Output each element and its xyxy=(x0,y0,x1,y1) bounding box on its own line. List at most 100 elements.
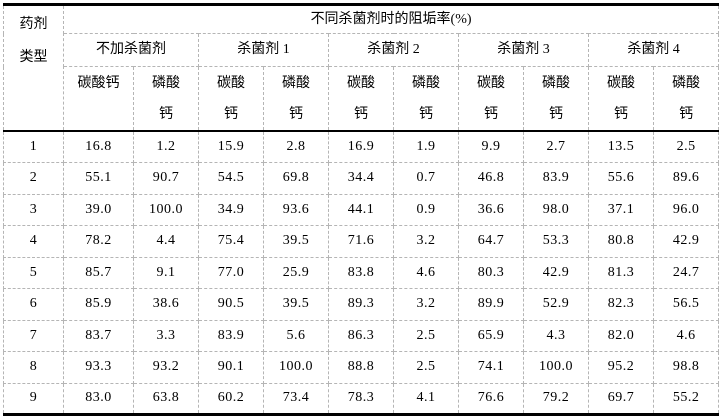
table-cell: 42.9 xyxy=(652,225,720,258)
table-cell: 95.2 xyxy=(588,351,654,384)
table-row: 8 93.3 93.2 90.1 100.0 88.8 2.5 74.1 100.0 95.2 98… xyxy=(3,351,720,384)
sub-header-calcium-phosphate: 磷酸 钙 xyxy=(523,66,589,132)
table-cell: 9.1 xyxy=(133,256,199,289)
table-cell: 96.0 xyxy=(652,193,720,226)
table-cell: 9.9 xyxy=(458,130,524,163)
table-cell: 75.4 xyxy=(198,225,264,258)
table-cell: 93.3 xyxy=(63,351,134,384)
header-row-main: 药剂 类型 不同杀菌剂时的阻垢率(%) xyxy=(3,3,720,132)
group-header-bactericide-3: 杀菌剂 3 xyxy=(458,33,589,67)
table-cell: 56.5 xyxy=(652,288,720,321)
table-cell: 4.1 xyxy=(393,382,459,416)
table-cell: 78.3 xyxy=(328,382,394,416)
table-cell: 77.0 xyxy=(198,256,264,289)
table-cell: 34.4 xyxy=(328,162,394,195)
row-label: 3 xyxy=(3,193,64,226)
table-cell: 80.3 xyxy=(458,256,524,289)
table-cell: 85.9 xyxy=(63,288,134,321)
table-cell: 73.4 xyxy=(263,382,329,416)
table-row: 1 16.8 1.2 15.9 2.8 16.9 1.9 9.9 2.7 13.5 2.5 xyxy=(3,130,720,163)
table-cell: 93.2 xyxy=(133,351,199,384)
table-cell: 0.9 xyxy=(393,193,459,226)
table-row: 7 83.7 3.3 83.9 5.6 86.3 2.5 65.9 4.3 82.0 4.6 xyxy=(3,319,720,352)
row-label: 5 xyxy=(3,256,64,289)
table-cell: 13.5 xyxy=(588,130,654,163)
table-cell: 37.1 xyxy=(588,193,654,226)
table-cell: 76.6 xyxy=(458,382,524,416)
table-cell: 82.3 xyxy=(588,288,654,321)
table-cell: 16.8 xyxy=(63,130,134,163)
table-cell: 82.0 xyxy=(588,319,654,352)
table-cell: 100.0 xyxy=(133,193,199,226)
table-cell: 2.7 xyxy=(523,130,589,163)
table-cell: 81.3 xyxy=(588,256,654,289)
table-cell: 2.5 xyxy=(652,130,720,163)
table-cell: 89.3 xyxy=(328,288,394,321)
table-cell: 53.3 xyxy=(523,225,589,258)
table-cell: 90.1 xyxy=(198,351,264,384)
table-cell: 4.6 xyxy=(393,256,459,289)
table-cell: 0.7 xyxy=(393,162,459,195)
table-cell: 38.6 xyxy=(133,288,199,321)
sub-header-calcium-phosphate: 磷酸 钙 xyxy=(133,66,199,132)
table-cell: 39.5 xyxy=(263,225,329,258)
table-cell: 83.7 xyxy=(63,319,134,352)
row-label: 6 xyxy=(3,288,64,321)
table-cell: 100.0 xyxy=(263,351,329,384)
table-cell: 44.1 xyxy=(328,193,394,226)
table-cell: 69.7 xyxy=(588,382,654,416)
table-cell: 52.9 xyxy=(523,288,589,321)
sub-header-calcium-carbonate: 碳酸钙 xyxy=(63,66,134,132)
table-cell: 1.9 xyxy=(393,130,459,163)
group-header-bactericide-4: 杀菌剂 4 xyxy=(587,33,720,67)
group-header-bactericide-1: 杀菌剂 1 xyxy=(198,33,329,67)
table-cell: 42.9 xyxy=(523,256,589,289)
table-body: 1 16.8 1.2 15.9 2.8 16.9 1.9 9.9 2.7 13.5 2.5 2 55.1… xyxy=(3,130,720,416)
table-cell: 69.8 xyxy=(263,162,329,195)
table-cell: 83.9 xyxy=(523,162,589,195)
row-label: 7 xyxy=(3,319,64,352)
row-label: 9 xyxy=(3,382,64,416)
table-cell: 65.9 xyxy=(458,319,524,352)
group-header-bactericide-2: 杀菌剂 2 xyxy=(328,33,459,67)
table-cell: 15.9 xyxy=(198,130,264,163)
table-cell: 86.3 xyxy=(328,319,394,352)
sub-header-calcium-carbonate: 碳酸 钙 xyxy=(588,66,654,132)
table-cell: 74.1 xyxy=(458,351,524,384)
table-row: 3 39.0 100.0 34.9 93.6 44.1 0.9 36.6 98.0 37.1 96.… xyxy=(3,193,720,226)
table-cell: 2.8 xyxy=(263,130,329,163)
sub-header-calcium-carbonate: 碳酸 钙 xyxy=(458,66,524,132)
table-cell: 93.6 xyxy=(263,193,329,226)
table-cell: 54.5 xyxy=(198,162,264,195)
table-cell: 4.3 xyxy=(523,319,589,352)
table-cell: 36.6 xyxy=(458,193,524,226)
row-label: 1 xyxy=(3,130,64,163)
sub-header-calcium-phosphate: 磷酸 钙 xyxy=(393,66,459,132)
table-cell: 83.9 xyxy=(198,319,264,352)
corner-header-agent-type: 药剂 类型 xyxy=(3,3,64,132)
table-row: 5 85.7 9.1 77.0 25.9 83.8 4.6 80.3 42.9 81.3 24.7 xyxy=(3,256,720,289)
table-cell: 71.6 xyxy=(328,225,394,258)
table-cell: 34.9 xyxy=(198,193,264,226)
table-cell: 55.2 xyxy=(652,382,720,416)
table-cell: 78.2 xyxy=(63,225,134,258)
main-header-inhibition-rate: 不同杀菌剂时的阻垢率(%) xyxy=(62,3,720,34)
table-cell: 4.6 xyxy=(652,319,720,352)
table-row: 4 78.2 4.4 75.4 39.5 71.6 3.2 64.7 53.3 80.8 42.9 xyxy=(3,225,720,258)
table-cell: 83.8 xyxy=(328,256,394,289)
group-header-no-bactericide: 不加杀菌剂 xyxy=(63,33,199,67)
table-row: 2 55.1 90.7 54.5 69.8 34.4 0.7 46.8 83.9 55.6 89.6 xyxy=(3,162,720,195)
table-cell: 2.5 xyxy=(393,319,459,352)
table-cell: 79.2 xyxy=(523,382,589,416)
table-cell: 3.3 xyxy=(133,319,199,352)
table-cell: 16.9 xyxy=(328,130,394,163)
table-cell: 39.0 xyxy=(63,193,134,226)
table-cell: 89.9 xyxy=(458,288,524,321)
table-cell: 63.8 xyxy=(133,382,199,416)
table-cell: 60.2 xyxy=(198,382,264,416)
table-cell: 55.1 xyxy=(63,162,134,195)
table-cell: 100.0 xyxy=(523,351,589,384)
row-label: 8 xyxy=(3,351,64,384)
table-cell: 90.7 xyxy=(133,162,199,195)
table-cell: 1.2 xyxy=(133,130,199,163)
